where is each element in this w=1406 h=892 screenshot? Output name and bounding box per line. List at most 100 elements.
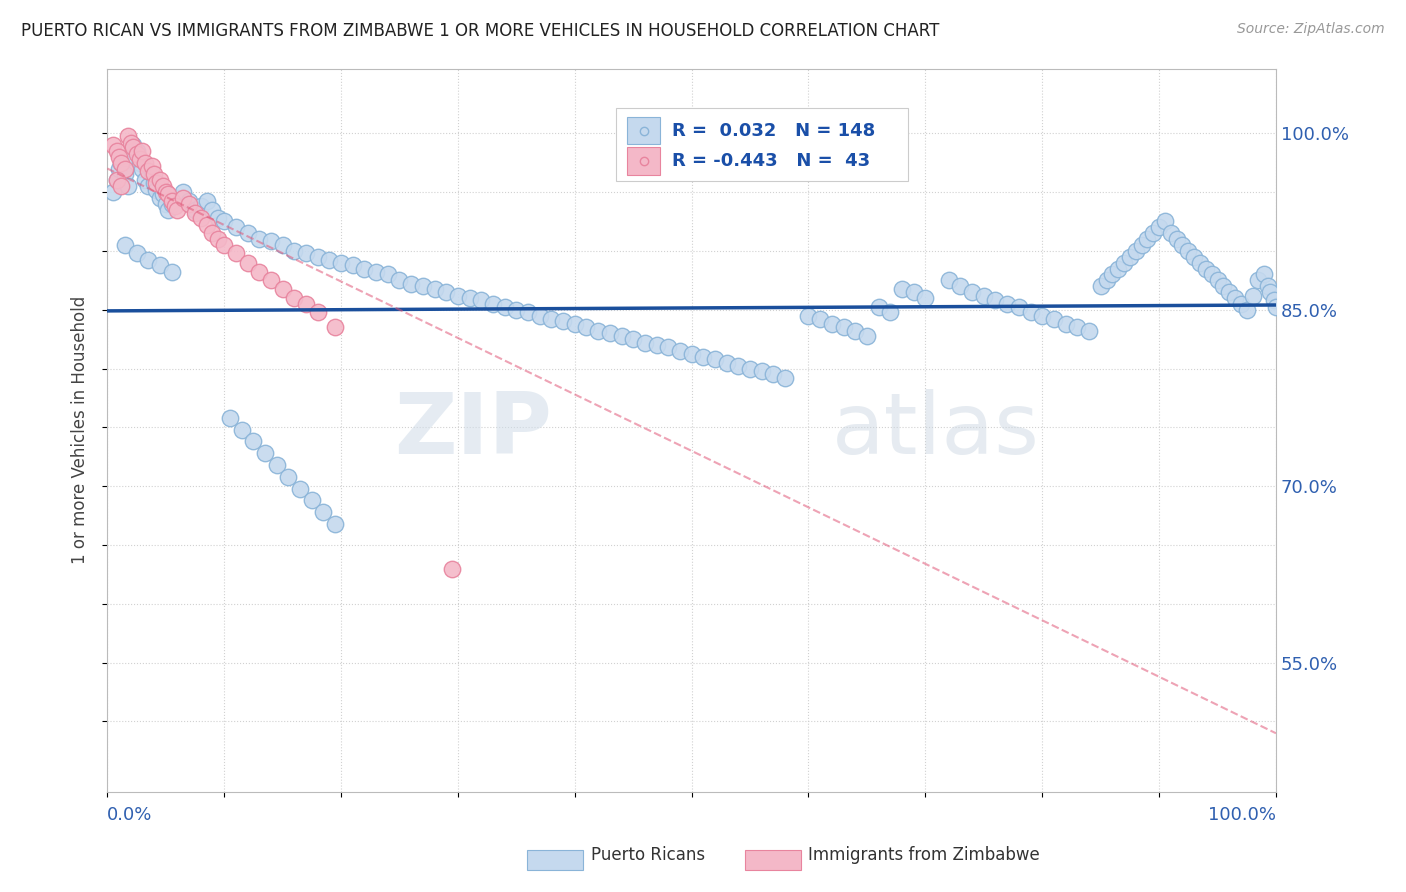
Point — [177, 194, 200, 209]
Point — [172, 191, 194, 205]
Point — [949, 279, 972, 293]
Point — [288, 482, 311, 496]
Point — [645, 338, 668, 352]
Point — [134, 155, 156, 169]
Point — [236, 255, 259, 269]
Point — [586, 324, 609, 338]
Point — [149, 173, 172, 187]
Point — [1182, 250, 1205, 264]
Point — [879, 305, 901, 319]
Point — [1160, 226, 1182, 240]
Point — [1101, 268, 1123, 282]
Point — [1019, 305, 1042, 319]
Point — [692, 350, 714, 364]
Point — [1265, 301, 1288, 315]
Point — [301, 493, 323, 508]
Text: ZIP: ZIP — [394, 389, 551, 472]
Point — [225, 246, 247, 260]
Point — [318, 253, 340, 268]
Point — [120, 150, 142, 164]
FancyBboxPatch shape — [616, 108, 908, 181]
Point — [125, 246, 148, 260]
Point — [1107, 261, 1129, 276]
Point — [207, 211, 229, 225]
Point — [101, 138, 124, 153]
Point — [201, 226, 224, 240]
Point — [105, 173, 128, 187]
Point — [110, 179, 132, 194]
Point — [1125, 244, 1147, 258]
Point — [599, 326, 621, 341]
Point — [447, 288, 470, 302]
Point — [458, 291, 481, 305]
Point — [277, 469, 299, 483]
Point — [342, 258, 364, 272]
Point — [172, 185, 194, 199]
Point — [201, 202, 224, 217]
Point — [136, 179, 159, 194]
Point — [1078, 324, 1101, 338]
Point — [517, 305, 540, 319]
Text: 0.0%: 0.0% — [107, 806, 153, 824]
Point — [125, 144, 148, 158]
Text: Source: ZipAtlas.com: Source: ZipAtlas.com — [1237, 22, 1385, 37]
Point — [1212, 279, 1234, 293]
Point — [160, 265, 183, 279]
Point — [1188, 255, 1211, 269]
Point — [166, 202, 188, 217]
Point — [323, 320, 346, 334]
FancyBboxPatch shape — [627, 117, 659, 145]
Point — [141, 159, 163, 173]
Point — [610, 328, 633, 343]
Point — [529, 309, 551, 323]
Point — [190, 211, 212, 225]
Point — [995, 297, 1018, 311]
Point — [716, 356, 738, 370]
Text: 100.0%: 100.0% — [1208, 806, 1277, 824]
Y-axis label: 1 or more Vehicles in Household: 1 or more Vehicles in Household — [72, 296, 89, 565]
Point — [773, 371, 796, 385]
Point — [225, 220, 247, 235]
Point — [727, 359, 749, 374]
Point — [105, 173, 128, 187]
Point — [1095, 273, 1118, 287]
Point — [231, 423, 253, 437]
Point — [114, 161, 136, 176]
Point — [108, 161, 131, 176]
Point — [1154, 214, 1177, 228]
Point — [260, 273, 283, 287]
Point — [177, 196, 200, 211]
Point — [160, 194, 183, 209]
Point — [295, 246, 318, 260]
Point — [149, 258, 172, 272]
Point — [242, 434, 264, 449]
Point — [821, 317, 844, 331]
Text: Immigrants from Zimbabwe: Immigrants from Zimbabwe — [808, 846, 1040, 863]
Point — [621, 332, 644, 346]
Point — [412, 279, 434, 293]
Point — [120, 136, 142, 150]
Point — [388, 273, 411, 287]
Point — [247, 232, 270, 246]
Point — [166, 191, 188, 205]
Point — [330, 255, 353, 269]
Point — [564, 317, 586, 331]
Point — [149, 191, 172, 205]
Point — [1230, 297, 1253, 311]
Point — [260, 235, 283, 249]
Point — [1119, 250, 1142, 264]
Point — [125, 147, 148, 161]
Point — [1236, 302, 1258, 317]
Point — [157, 187, 180, 202]
Point — [551, 314, 574, 328]
Point — [856, 328, 879, 343]
Point — [110, 155, 132, 169]
Point — [271, 238, 294, 252]
Point — [134, 173, 156, 187]
Point — [212, 238, 235, 252]
Point — [155, 185, 177, 199]
Point — [101, 185, 124, 199]
Point — [143, 168, 166, 182]
Point — [377, 268, 399, 282]
Point — [1090, 279, 1112, 293]
